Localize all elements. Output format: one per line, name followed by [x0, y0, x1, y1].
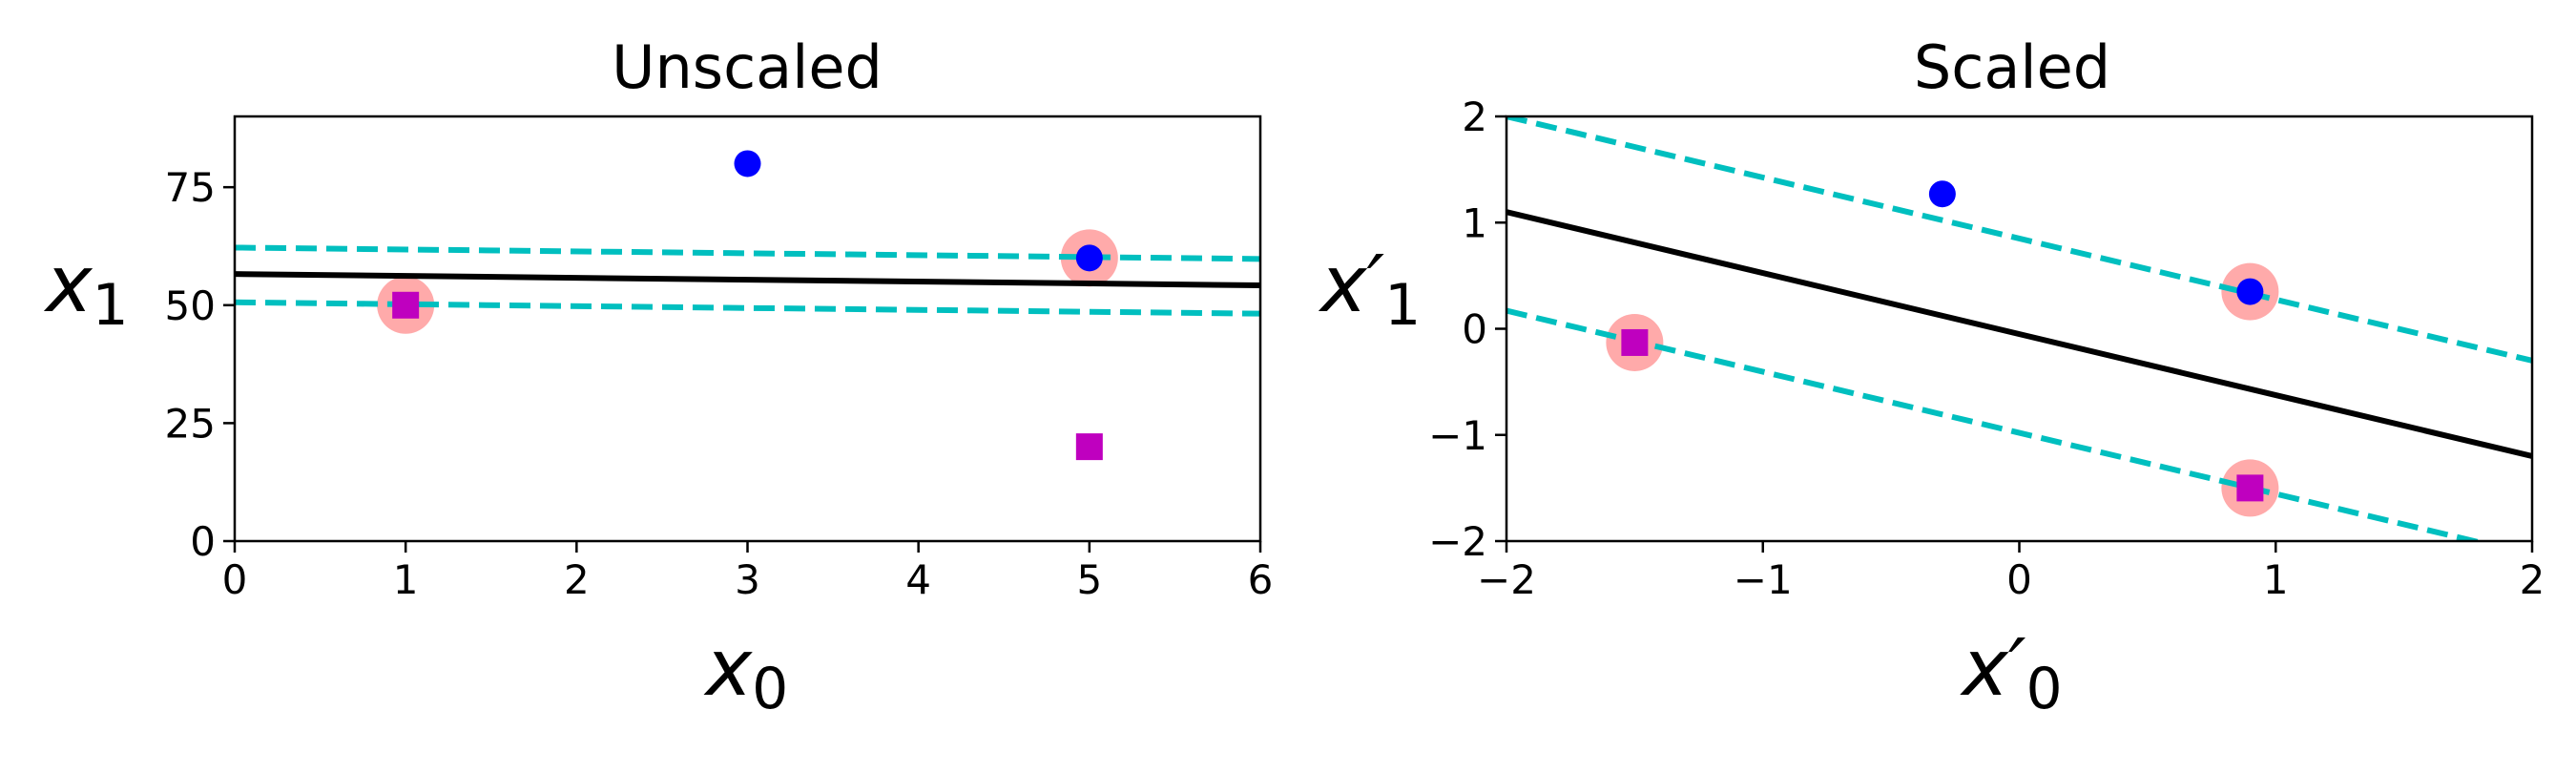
y-tick-label: −1: [1428, 412, 1487, 459]
x-axis-label: x′0: [1959, 623, 2062, 722]
y-axis-label: x1: [43, 240, 129, 339]
circle-point: [734, 150, 761, 178]
y-axis-label: x′1: [1318, 240, 1421, 339]
square-point: [2236, 474, 2264, 502]
circle-point: [1075, 244, 1103, 272]
square-point: [1621, 328, 1649, 356]
plot-frame: [1505, 115, 2534, 543]
margin-line: [1506, 116, 2532, 364]
decision-boundary-line: [235, 271, 1260, 289]
chart-scaled: Scaled −2 −1 0 1 2 −2 −1 0 1 2 x′0 x′1: [1318, 32, 2545, 722]
x-tick-label: 2: [564, 556, 590, 603]
y-tick-label: 50: [165, 282, 216, 329]
tick-layer: 0 1 2 3 4 5 6 0 25 50 75: [165, 164, 1274, 603]
x-tick-label: 0: [222, 556, 248, 603]
x-tick-label: 1: [393, 556, 419, 603]
tick-layer: −2 −1 0 1 2 −2 −1 0 1 2: [1428, 94, 2545, 603]
margin-line: [235, 244, 1260, 262]
square-point: [1075, 433, 1103, 461]
x-tick-label: 2: [2520, 556, 2545, 603]
x-tick-label: 1: [2263, 556, 2289, 603]
x-tick-label: 6: [1248, 556, 1274, 603]
y-tick-label: 0: [190, 518, 216, 565]
mark-layer: [235, 150, 1260, 461]
x-tick-label: −1: [1734, 556, 1793, 603]
decision-boundary-line: [1506, 209, 2532, 459]
x-tick-label: 5: [1076, 556, 1102, 603]
circle-point: [1928, 180, 1956, 208]
y-tick-label: 2: [1462, 94, 1487, 140]
chart-unscaled: Unscaled 0 1 2 3 4 5 6 0 25 50 75 x0 x1: [43, 32, 1273, 722]
chart-title: Scaled: [1914, 32, 2110, 102]
x-tick-label: 3: [735, 556, 760, 603]
circle-point: [2236, 278, 2264, 305]
mark-layer: [1506, 116, 2532, 541]
square-point: [392, 291, 420, 319]
y-tick-label: 1: [1462, 199, 1487, 246]
y-tick-label: 25: [165, 400, 216, 447]
y-tick-label: −2: [1428, 518, 1487, 565]
x-tick-label: 0: [2006, 556, 2032, 603]
plot-frame: [233, 115, 1262, 543]
y-tick-label: 75: [165, 164, 216, 211]
chart-title: Unscaled: [612, 32, 883, 102]
x-axis-label: x0: [703, 623, 789, 722]
x-tick-label: 4: [905, 556, 931, 603]
y-tick-label: 0: [1462, 306, 1487, 353]
margin-line: [1506, 307, 2487, 541]
x-tick-label: −2: [1477, 556, 1536, 603]
